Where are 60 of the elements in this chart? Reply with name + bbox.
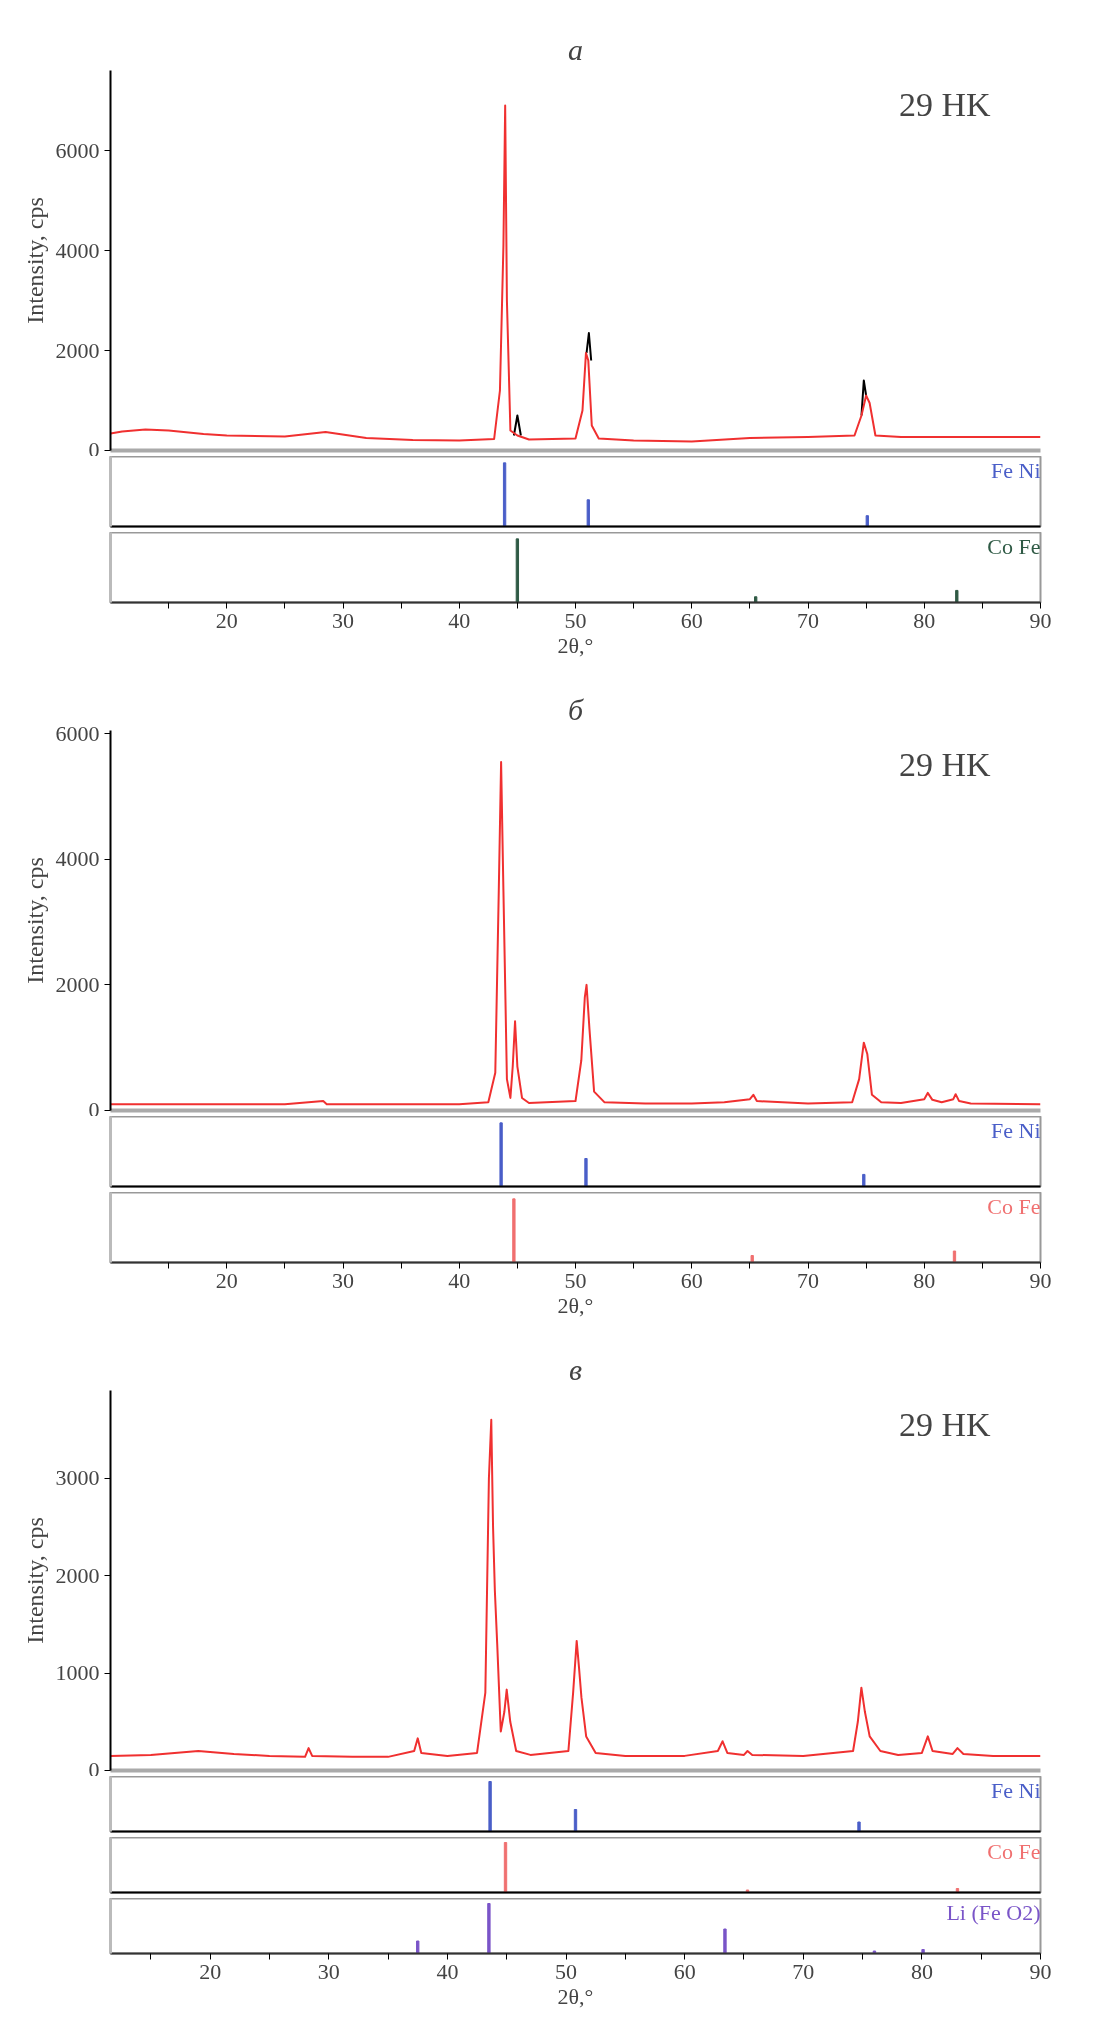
text: Fe Ni xyxy=(991,1777,1041,1803)
x-axis-title: 2θ,° xyxy=(557,632,594,658)
x-tick-label: 60 xyxy=(680,607,703,633)
x-tick-label: 40 xyxy=(436,1958,459,1984)
x-tick-label: 30 xyxy=(332,1267,354,1293)
x-axis-title: 2θ,° xyxy=(557,1292,594,1318)
annotation: 29 HK xyxy=(898,85,991,123)
y-tick-label: 3000 xyxy=(55,1465,100,1491)
bar xyxy=(416,1940,420,1954)
series-label: Li (Fe O2) xyxy=(946,1899,1041,1925)
x-tick-label: 50 xyxy=(564,1267,587,1293)
x-axis-title: 2θ,° xyxy=(557,1983,594,2009)
y-axis-title: Intensity, cps xyxy=(21,197,48,324)
y-tick-label: 6000 xyxy=(55,720,100,746)
x-tick-label: 50 xyxy=(555,1958,578,1984)
series-label: Co Fe xyxy=(987,1838,1041,1864)
annotation: 29 HK xyxy=(898,745,991,783)
y-tick-label: 4000 xyxy=(55,237,100,263)
x-tick-label: 60 xyxy=(673,1958,696,1984)
y-tick-label: 2000 xyxy=(55,971,100,997)
x-tick-label: 80 xyxy=(913,1267,936,1293)
bar xyxy=(723,1928,727,1954)
x-tick-label: 80 xyxy=(910,1958,933,1984)
y-tick-label: 0 xyxy=(88,1756,100,1782)
x-tick-label: 20 xyxy=(215,607,238,633)
text: Fe Ni xyxy=(991,457,1041,483)
annotation: 29 HK xyxy=(898,1405,991,1443)
x-tick-label: 30 xyxy=(317,1958,340,1984)
x-tick-label: 90 xyxy=(1029,607,1052,633)
y-axis-title: Intensity, cps xyxy=(21,857,48,984)
y-tick-label: 0 xyxy=(88,436,100,462)
chart-title: в xyxy=(568,1352,583,1386)
x-tick-label: 70 xyxy=(792,1958,815,1984)
bar xyxy=(921,1949,925,1954)
y-tick-label: 6000 xyxy=(55,137,100,163)
x-tick-label: 20 xyxy=(199,1958,222,1984)
bar xyxy=(487,1903,491,1954)
x-tick-label: 60 xyxy=(680,1267,703,1293)
x-tick-label: 40 xyxy=(448,607,471,633)
y-tick-label: 0 xyxy=(88,1096,100,1122)
x-tick-label: 20 xyxy=(215,1267,238,1293)
y-axis-title: Intensity, cps xyxy=(21,1517,48,1644)
chart-title: б xyxy=(567,692,584,726)
x-tick-label: 70 xyxy=(797,1267,819,1293)
text: Fe Ni xyxy=(991,1117,1041,1143)
y-tick-label: 1000 xyxy=(55,1660,100,1686)
series-label: Co Fe xyxy=(987,533,1041,559)
x-tick-label: 90 xyxy=(1029,1267,1052,1293)
chart-title: а xyxy=(568,32,583,66)
x-tick-label: 40 xyxy=(448,1267,471,1293)
bar xyxy=(872,1950,877,1954)
x-tick-label: 80 xyxy=(913,607,936,633)
y-tick-label: 2000 xyxy=(55,337,100,363)
x-tick-label: 70 xyxy=(797,607,819,633)
x-tick-label: 90 xyxy=(1029,1958,1052,1984)
text: Co Fe xyxy=(987,1193,1041,1219)
y-tick-label: 4000 xyxy=(55,846,100,872)
x-tick-label: 50 xyxy=(564,607,587,633)
x-tick-label: 30 xyxy=(332,607,354,633)
y-tick-label: 2000 xyxy=(55,1562,100,1588)
